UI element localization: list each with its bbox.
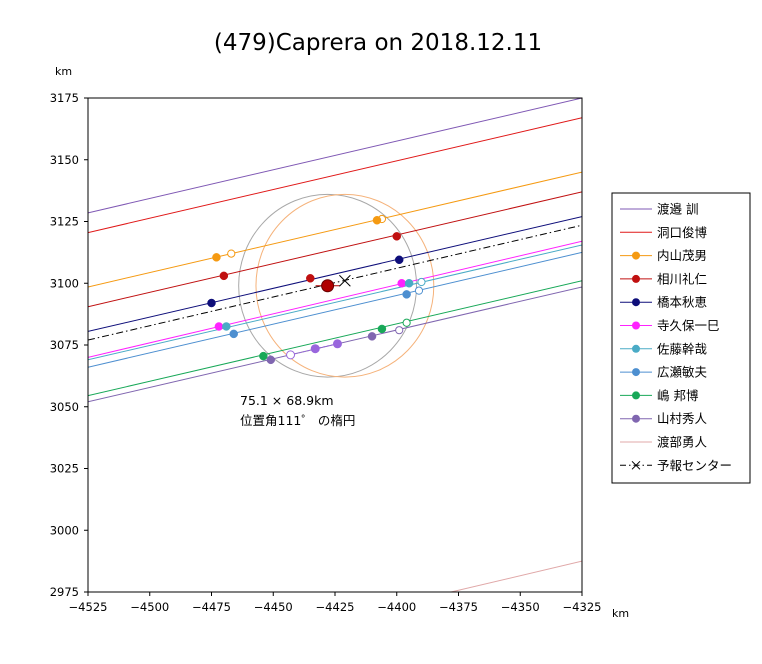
axes: −4525 −4500 −4475 −4450 −4425 −4400 −4375 −4350… — [50, 91, 602, 614]
extra-point-2 — [332, 339, 342, 349]
legend-label: 橋本秋恵 — [657, 295, 707, 310]
fit-ellipse-1 — [238, 193, 418, 378]
x-tick-label: −4325 — [563, 600, 602, 614]
legend-label: 予報センター — [657, 458, 732, 473]
prediction-marker-stroke-2 — [339, 274, 351, 287]
legend-label: 渡部勇人 — [657, 435, 708, 450]
y-tick-label: 3125 — [50, 215, 79, 229]
series-7-point-2 — [404, 279, 414, 288]
y-tick-label: 3150 — [50, 153, 79, 167]
extra-point-connector — [290, 343, 338, 356]
series-8-point-2 — [402, 290, 411, 299]
series-line-9 — [88, 280, 582, 397]
series-8-point-1 — [229, 329, 238, 339]
legend-swatch-marker — [632, 414, 640, 423]
legend-swatch-marker — [632, 344, 640, 353]
series-line-3 — [88, 171, 582, 288]
y-tick-label: 3100 — [50, 276, 79, 290]
fit-ellipse-2 — [255, 193, 435, 378]
series-5-point-1 — [207, 298, 216, 308]
series-line-6 — [88, 240, 582, 358]
legend-swatch-marker — [632, 298, 640, 307]
series-line-4 — [88, 191, 582, 308]
extra-point-1 — [310, 344, 320, 354]
series-line-2 — [88, 117, 582, 234]
legend-swatch-marker — [632, 251, 640, 260]
series-10-point-2 — [367, 332, 377, 341]
x-tick-label: −4400 — [377, 600, 416, 614]
x-axis-unit: km — [612, 607, 629, 620]
legend-swatch-marker — [632, 274, 640, 283]
x-tick-label: −4525 — [69, 600, 108, 614]
legend-swatch-x-2 — [631, 460, 641, 470]
legend-box — [611, 192, 751, 484]
legend-label: 内山茂男 — [657, 248, 707, 263]
legend-swatch-marker — [632, 368, 640, 377]
y-tick-label: 3050 — [50, 400, 79, 414]
chart-title: (479)Caprera on 2018.12.11 — [214, 30, 542, 56]
series-9-point-2 — [377, 324, 387, 334]
x-tick-label: −4500 — [130, 600, 169, 614]
legend-label: 山村秀人 — [657, 411, 708, 426]
series-9-open-point-1 — [402, 318, 411, 327]
series-6-point-1 — [214, 322, 224, 331]
y-tick-label: 3175 — [50, 91, 79, 105]
x-tick-label: −4475 — [192, 600, 231, 614]
legend-swatch-marker — [632, 391, 640, 400]
x-tick-label: −4425 — [316, 600, 355, 614]
series-line-12 — [88, 224, 582, 341]
ellipse-center-marker — [321, 279, 335, 293]
y-axis-unit: km — [55, 65, 72, 78]
series-line-8 — [88, 251, 582, 368]
series-7-open-point-1 — [417, 277, 426, 287]
legend-label: 寺久保一巳 — [657, 318, 720, 333]
series-3-point-2 — [372, 216, 382, 225]
x-tick-label: −4350 — [501, 600, 540, 614]
series-6-point-2 — [397, 279, 406, 288]
series-line-1 — [88, 98, 582, 214]
ellipse-position-angle-annotation: 位置角111゜ の楕円 — [240, 413, 355, 428]
series-5-point-2 — [394, 255, 404, 265]
legend-label: 渡邉 訓 — [657, 202, 698, 217]
legend-label: 佐藤幹哉 — [657, 341, 707, 356]
series-line-7 — [88, 244, 582, 361]
series-8-open-point-1 — [414, 286, 424, 295]
legend-label: 洞口俊博 — [657, 225, 708, 240]
series-9-point-1 — [259, 351, 268, 361]
y-tick-label: 2975 — [50, 585, 79, 599]
y-tick-label: 3025 — [50, 462, 79, 476]
series-4-point-1 — [219, 271, 229, 281]
y-tick-label: 3075 — [50, 338, 79, 352]
plot-area — [88, 98, 582, 592]
legend-label: 広瀬敏夫 — [657, 365, 708, 380]
series-line-5 — [88, 216, 582, 332]
extra-point-3 — [286, 350, 296, 360]
legend-swatch-marker — [632, 321, 640, 330]
legend-label: 嶋 邦博 — [657, 388, 699, 403]
y-tick-label: 3000 — [50, 523, 79, 537]
series-10-open-point-1 — [395, 326, 404, 335]
series-line-11 — [450, 560, 582, 592]
series-4-point-3 — [392, 232, 401, 241]
series-10-point-1 — [266, 355, 276, 365]
series-3-open-point-1 — [227, 249, 236, 258]
x-tick-label: −4375 — [439, 600, 478, 614]
legend-label: 相川礼仁 — [657, 271, 707, 286]
x-tick-label: −4450 — [254, 600, 293, 614]
series-3-point-1 — [212, 253, 221, 262]
series-7-point-1 — [222, 322, 231, 331]
series-4-point-2 — [306, 274, 315, 283]
ellipse-size-annotation: 75.1 × 68.9km — [240, 393, 334, 408]
